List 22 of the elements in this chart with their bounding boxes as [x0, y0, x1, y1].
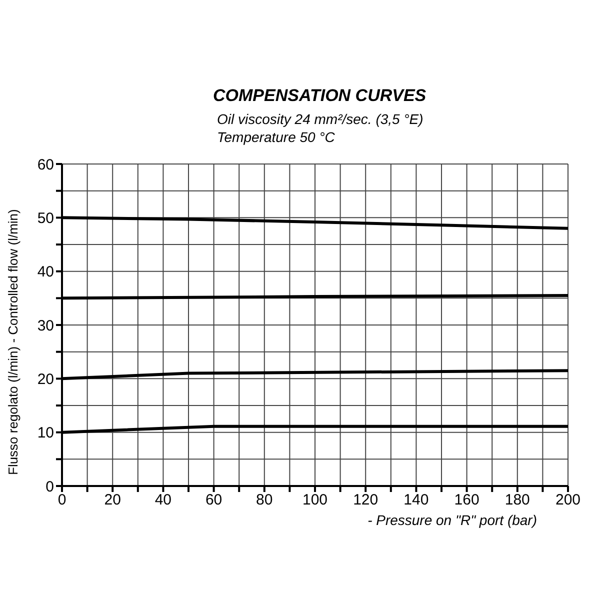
x-tick-label: 100 — [302, 492, 328, 509]
x-tick-label: 20 — [104, 492, 121, 509]
x-tick-label: 120 — [353, 492, 378, 509]
x-tick-label: 140 — [404, 492, 429, 509]
chart-title: COMPENSATION CURVES — [213, 86, 428, 106]
x-tick-label: 60 — [205, 492, 222, 509]
x-axis-title: - Pressure on "R" port (bar) — [366, 512, 538, 528]
y-tick-label: 50 — [37, 210, 54, 227]
y-tick-label: 0 — [46, 478, 54, 496]
x-tick-label: 0 — [58, 492, 66, 509]
y-tick-label: 40 — [37, 264, 54, 281]
y-axis-title: Flusso regolato (l/min) - Controlled flow (l/min) — [6, 209, 21, 475]
y-tick-label: 60 — [37, 156, 54, 174]
x-tick-label: 180 — [504, 492, 530, 509]
y-tick-label: 10 — [37, 424, 54, 442]
x-tick-label: 40 — [154, 492, 172, 509]
y-tick-label: 30 — [37, 317, 54, 334]
x-tick-label: 80 — [256, 492, 273, 509]
y-tick-label: 20 — [37, 370, 54, 388]
chart-subtitle: Oil viscosity 24 mm²/sec. (3,5 °E) Temperature 50 °C — [216, 110, 424, 146]
x-tick-label: 200 — [555, 492, 581, 509]
x-tick-label: 160 — [454, 492, 480, 509]
